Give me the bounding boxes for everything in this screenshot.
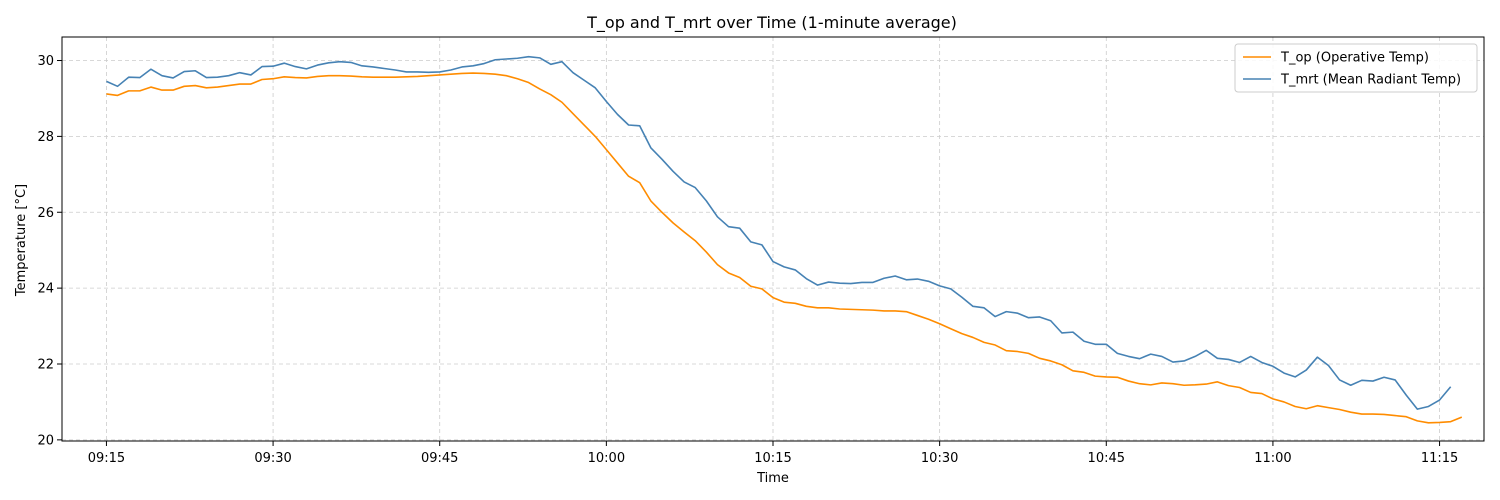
y-axis-ticks: 20 22 24 26 28 30 — [37, 54, 62, 448]
grid-lines — [62, 37, 1484, 441]
x-axis-label: Time — [756, 471, 789, 486]
y-tick-label: 22 — [37, 357, 54, 372]
legend-box — [1234, 43, 1478, 93]
legend: T_op (Operative Temp) T_mrt (Mean Radiant… — [1234, 43, 1478, 93]
y-axis-label: Temperature [°C] — [14, 184, 29, 297]
x-tick-label: 11:15 — [1421, 451, 1458, 466]
y-tick-label: 20 — [37, 433, 54, 448]
chart-title: T_op and T_mrt over Time (1-minute avera… — [586, 13, 957, 33]
x-tick-label: 10:30 — [921, 451, 958, 466]
x-tick-label: 10:15 — [754, 451, 791, 466]
y-tick-label: 24 — [37, 282, 54, 297]
series-line-0 — [106, 72, 1463, 424]
legend-label: T_mrt (Mean Radiant Temp) — [1280, 73, 1461, 88]
series-lines — [106, 55, 1463, 424]
series-line-1 — [106, 55, 1452, 410]
x-tick-label: 09:45 — [421, 451, 458, 466]
legend-label: T_op (Operative Temp) — [1280, 51, 1429, 66]
x-tick-label: 11:00 — [1254, 451, 1291, 466]
x-tick-label: 10:45 — [1088, 451, 1125, 466]
x-tick-label: 09:15 — [88, 451, 125, 466]
y-tick-label: 26 — [37, 206, 54, 221]
y-tick-label: 28 — [37, 130, 54, 145]
y-tick-label: 30 — [37, 54, 54, 69]
x-axis-ticks: 09:15 09:30 09:45 10:00 10:15 10:30 10:45 11:00… — [88, 441, 1458, 466]
x-tick-label: 10:00 — [588, 451, 625, 466]
x-tick-label: 09:30 — [254, 451, 291, 466]
